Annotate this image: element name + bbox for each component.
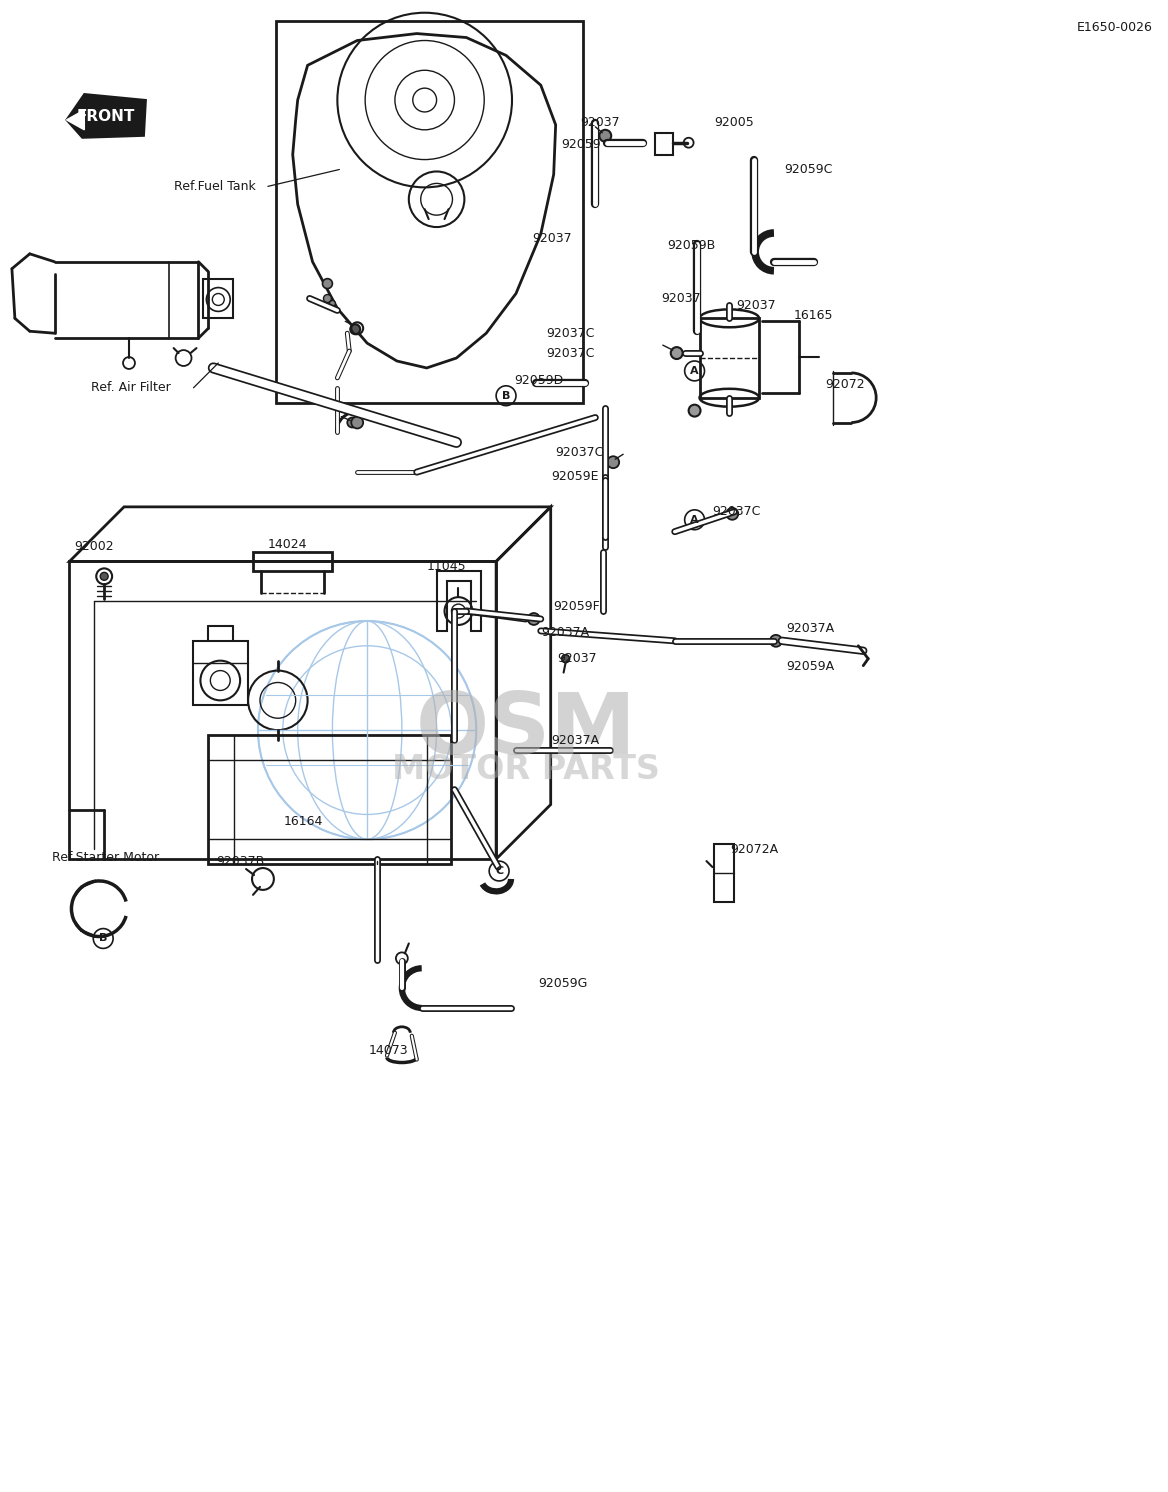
Circle shape	[670, 348, 682, 360]
Bar	[194, 642, 248, 706]
Text: 92059: 92059	[562, 139, 602, 151]
Circle shape	[528, 613, 540, 625]
Text: B: B	[502, 391, 510, 401]
Circle shape	[726, 507, 738, 519]
Circle shape	[599, 130, 611, 142]
Text: B: B	[99, 934, 107, 943]
Circle shape	[607, 457, 619, 468]
Text: 92059D: 92059D	[514, 374, 563, 388]
Text: 92005: 92005	[715, 116, 755, 130]
Text: 92037B: 92037B	[216, 855, 265, 868]
Text: 92037: 92037	[557, 652, 597, 665]
Text: 92059G: 92059G	[537, 977, 588, 989]
Bar	[655, 133, 673, 155]
Circle shape	[324, 294, 332, 303]
Text: 14024: 14024	[267, 539, 307, 551]
Text: 92037A: 92037A	[551, 734, 600, 746]
Text: 92072: 92072	[826, 379, 865, 391]
Circle shape	[347, 418, 357, 428]
Text: 92037C: 92037C	[712, 506, 760, 518]
Text: 92059F: 92059F	[554, 600, 600, 613]
Circle shape	[100, 573, 109, 580]
Circle shape	[322, 279, 333, 288]
Text: 14073: 14073	[369, 1044, 409, 1058]
Text: 92002: 92002	[75, 540, 114, 554]
Bar	[700, 318, 759, 398]
Text: MOTOR PARTS: MOTOR PARTS	[392, 753, 660, 786]
Text: C: C	[495, 865, 503, 876]
Circle shape	[770, 636, 781, 646]
Text: 11045: 11045	[426, 560, 466, 573]
Text: 92059A: 92059A	[786, 659, 834, 673]
Text: 92037: 92037	[661, 292, 701, 304]
Text: 92037: 92037	[736, 298, 776, 312]
Text: Ref. Air Filter: Ref. Air Filter	[91, 382, 171, 394]
Text: 92059B: 92059B	[667, 239, 715, 252]
Text: 16164: 16164	[284, 815, 324, 828]
Text: A: A	[690, 366, 698, 376]
Bar	[715, 844, 735, 901]
Text: 92037: 92037	[580, 116, 620, 130]
Text: 92037C: 92037C	[547, 327, 596, 340]
Text: 92037A: 92037A	[541, 627, 589, 640]
Circle shape	[562, 655, 570, 662]
Polygon shape	[67, 94, 146, 137]
Text: OSM: OSM	[416, 689, 637, 771]
Bar	[208, 736, 452, 864]
Bar	[203, 279, 234, 318]
Text: 92059C: 92059C	[784, 163, 833, 176]
Circle shape	[329, 300, 335, 306]
Text: Ref.Fuel Tank: Ref.Fuel Tank	[174, 181, 256, 192]
Bar	[276, 21, 584, 403]
Circle shape	[350, 324, 360, 334]
Bar	[253, 552, 333, 571]
Polygon shape	[67, 110, 84, 130]
Text: FRONT: FRONT	[77, 109, 135, 124]
Text: 92072A: 92072A	[730, 843, 778, 856]
Text: 92037: 92037	[531, 233, 571, 246]
Circle shape	[689, 404, 701, 416]
Text: 92037A: 92037A	[786, 622, 834, 636]
Circle shape	[352, 416, 363, 428]
Text: E1650-0026: E1650-0026	[1077, 21, 1153, 34]
Text: 92059E: 92059E	[551, 470, 599, 482]
Text: 92037C: 92037C	[547, 346, 596, 360]
Text: A: A	[690, 515, 698, 525]
Text: 16165: 16165	[794, 309, 833, 322]
Text: 92037C: 92037C	[556, 446, 604, 460]
Text: Ref.Starter Motor: Ref.Starter Motor	[51, 850, 159, 864]
